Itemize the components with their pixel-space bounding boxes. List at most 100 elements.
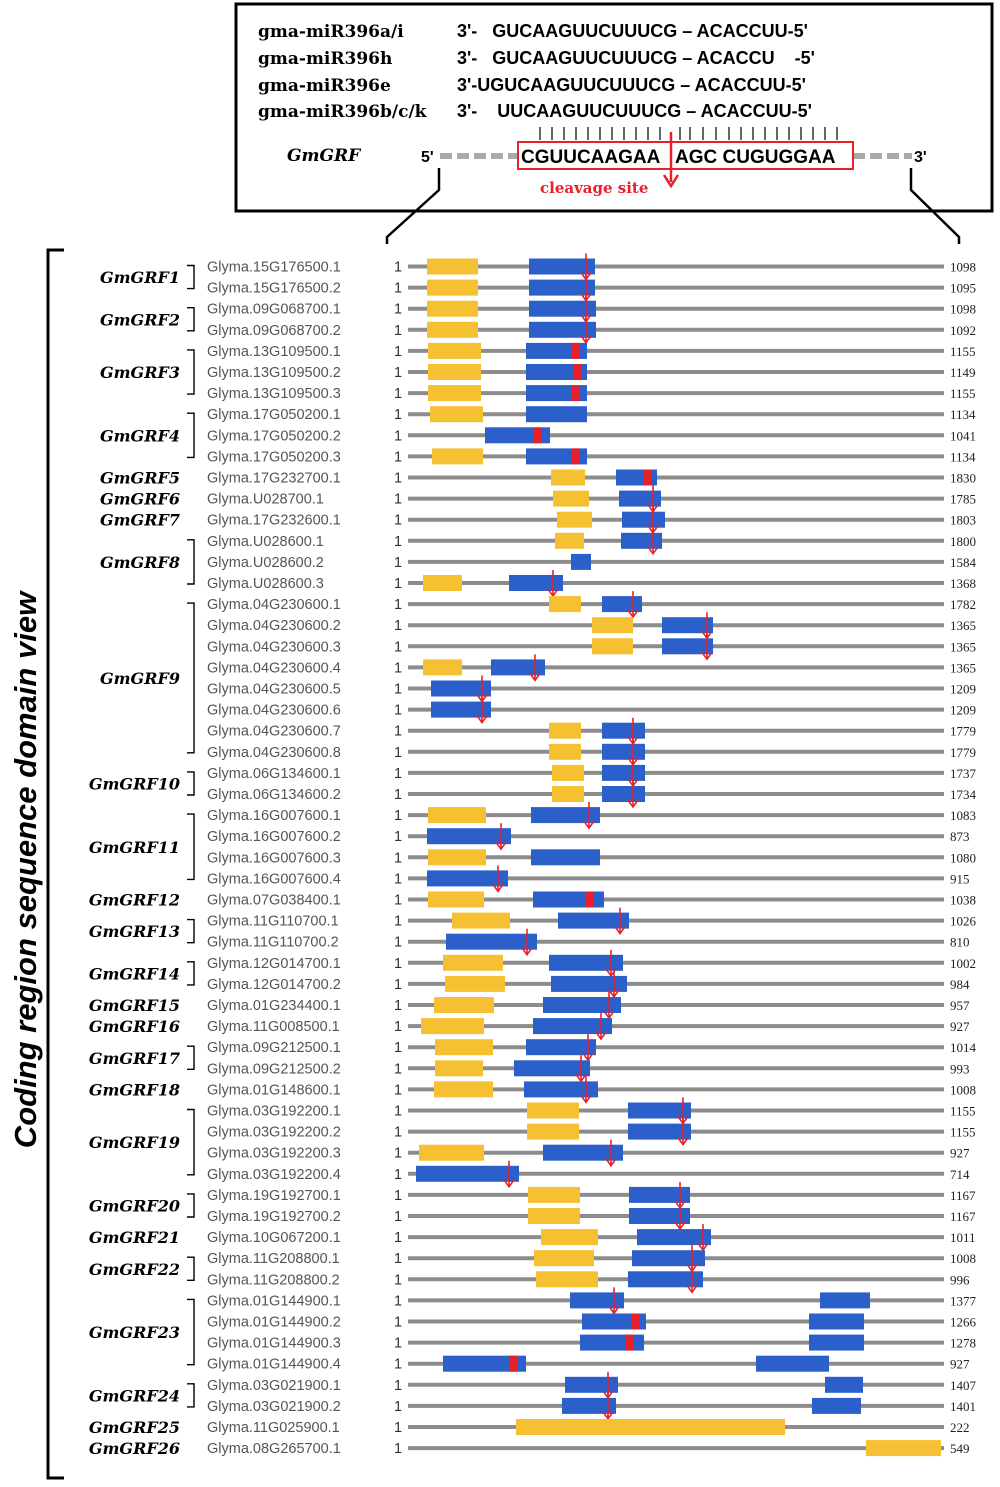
transcript-length: 1734 [950,787,977,802]
gene-label: GmGRF21 [89,1228,180,1247]
start-position: 1 [394,1188,402,1204]
transcript-row: Glyma.03G192200.1 1 1155 [207,1097,976,1125]
transcript-id: Glyma.17G050200.3 [207,449,341,465]
transcript-length: 1737 [950,766,977,781]
transcript-id: Glyma.01G144900.4 [207,1357,341,1373]
transcript-length: 1800 [950,534,976,549]
transcript-length: 1008 [950,1082,976,1097]
gene-bracket [187,412,195,459]
transcript-id: Glyma.11G025900.1 [207,1420,340,1436]
gene-label: GmGRF16 [89,1017,180,1036]
transcript-row: Glyma.04G230600.2 1 1365 [207,612,976,640]
mirna-name: gma-miR396e [258,76,391,96]
cleavage-mark [643,469,651,486]
wrc-domain [628,1271,703,1288]
gene-label: GmGRF9 [100,669,180,688]
wrc-domain [602,722,645,739]
start-position: 1 [394,871,402,887]
gene-label: GmGRF19 [89,1133,180,1152]
start-position: 1 [394,618,402,634]
transcript-id: Glyma.01G234400.1 [207,998,341,1014]
qlq-domain [443,954,503,971]
transcript-id: Glyma.09G212500.1 [207,1040,341,1056]
cleavage-mark [571,342,579,359]
transcript-id: Glyma.03G021900.2 [207,1399,341,1415]
cleavage-arrowhead [677,1137,689,1146]
gene-label: GmGRF1 [100,268,180,287]
qlq-domain [527,1102,579,1119]
transcript-length: 1785 [950,492,976,507]
mirna-sequence: 3'- GUCAAGUUCUUUCG – ACACCUU-5' [457,21,808,41]
wrc-domain [621,532,662,549]
qlq-domain [427,258,478,275]
transcript-row: Glyma.U028700.1 1 1785 [207,485,976,513]
three-prime-label: 3' [914,149,927,166]
gene-label: GmGRF3 [100,363,180,382]
transcript-length: 1098 [950,260,976,275]
transcript-length: 1803 [950,513,976,528]
gene-label: GmGRF10 [89,774,180,793]
transcript-length: 714 [950,1167,970,1182]
start-position: 1 [394,281,402,297]
transcript-row: Glyma.12G014700.2 1 984 [207,970,970,999]
transcript-id: Glyma.01G144900.2 [207,1315,341,1331]
start-position: 1 [394,829,402,845]
transcript-id: Glyma.17G232700.1 [207,471,341,487]
wrc-domain [551,975,627,992]
transcript-id: Glyma.01G148600.1 [207,1082,341,1098]
gene-label: GmGRF15 [89,996,180,1015]
transcript-row: Glyma.09G068700.1 1 1098 [207,295,976,324]
wrc-domain [562,1397,616,1414]
gene-label: GmGRF12 [89,891,180,910]
transcript-length: 1092 [950,323,976,338]
transcript-row: Glyma.15G176500.2 1 1095 [207,274,976,302]
transcript-row: Glyma.06G134600.2 1 1734 [207,781,977,809]
zoom-connector [385,168,961,244]
wrc-domain [526,1039,596,1056]
transcript-row: Glyma.03G192200.2 1 1155 [207,1118,976,1146]
transcript-id: Glyma.16G007600.4 [207,871,341,887]
transcript-row: Glyma.04G230600.7 1 1779 [207,717,976,746]
cleavage-site-arrowhead [662,174,680,189]
wrc-domain [812,1397,861,1414]
gene-bracket [187,264,195,290]
wrc-domain [529,258,595,275]
cleavage-arrowhead [686,1284,698,1294]
transcript-id: Glyma.06G134600.1 [207,766,341,782]
gene-group: GmGRF2 [100,307,195,332]
qlq-domain [427,321,478,338]
qlq-domain [430,406,483,423]
qlq-domain [428,385,481,402]
mirna-name: gma-miR396a/i [258,22,404,42]
qlq-domain [534,1250,594,1267]
cleavage-mark [573,364,581,380]
transcript-row: Glyma.19G192700.2 1 1167 [207,1203,976,1231]
cleavage-arrowhead [529,672,541,682]
start-position: 1 [394,766,402,782]
mirna-target-box: gma-miR396a/i gma-miR396h gma-miR396e gm… [234,2,994,213]
mirna-sequence: 3'-UGUCAAGUUCUUUCG – ACACCUU-5' [457,75,806,95]
wrc-domain [809,1334,864,1351]
wrc-domain [637,1229,711,1246]
qlq-domain [549,743,581,760]
start-position: 1 [394,471,402,487]
transcript-row: Glyma.U028600.3 1 1368 [207,570,976,598]
transcript-id: Glyma.09G068700.1 [207,302,341,318]
wrc-domain [531,849,600,866]
gene-label: GmGRF2 [100,310,180,329]
cleavage-arrowhead [503,1179,515,1189]
transcript-id: Glyma.13G109500.2 [207,365,341,381]
qlq-domain [549,596,581,613]
wrc-domain [543,997,621,1013]
cleavage-arrowhead [605,1158,617,1168]
cleavage-mark [631,1313,639,1330]
transcript-length: 1155 [950,344,976,359]
wrc-domain [570,1292,624,1309]
transcript-row: Glyma.12G014700.1 1 1002 [207,949,976,978]
start-position: 1 [394,534,402,550]
qlq-domain [445,975,505,992]
gene-bracket [187,813,195,881]
qlq-domain [428,849,486,866]
transcript-row: Glyma.U028600.1 1 1800 [207,527,976,556]
transcript-id: Glyma.11G208800.2 [207,1272,340,1288]
